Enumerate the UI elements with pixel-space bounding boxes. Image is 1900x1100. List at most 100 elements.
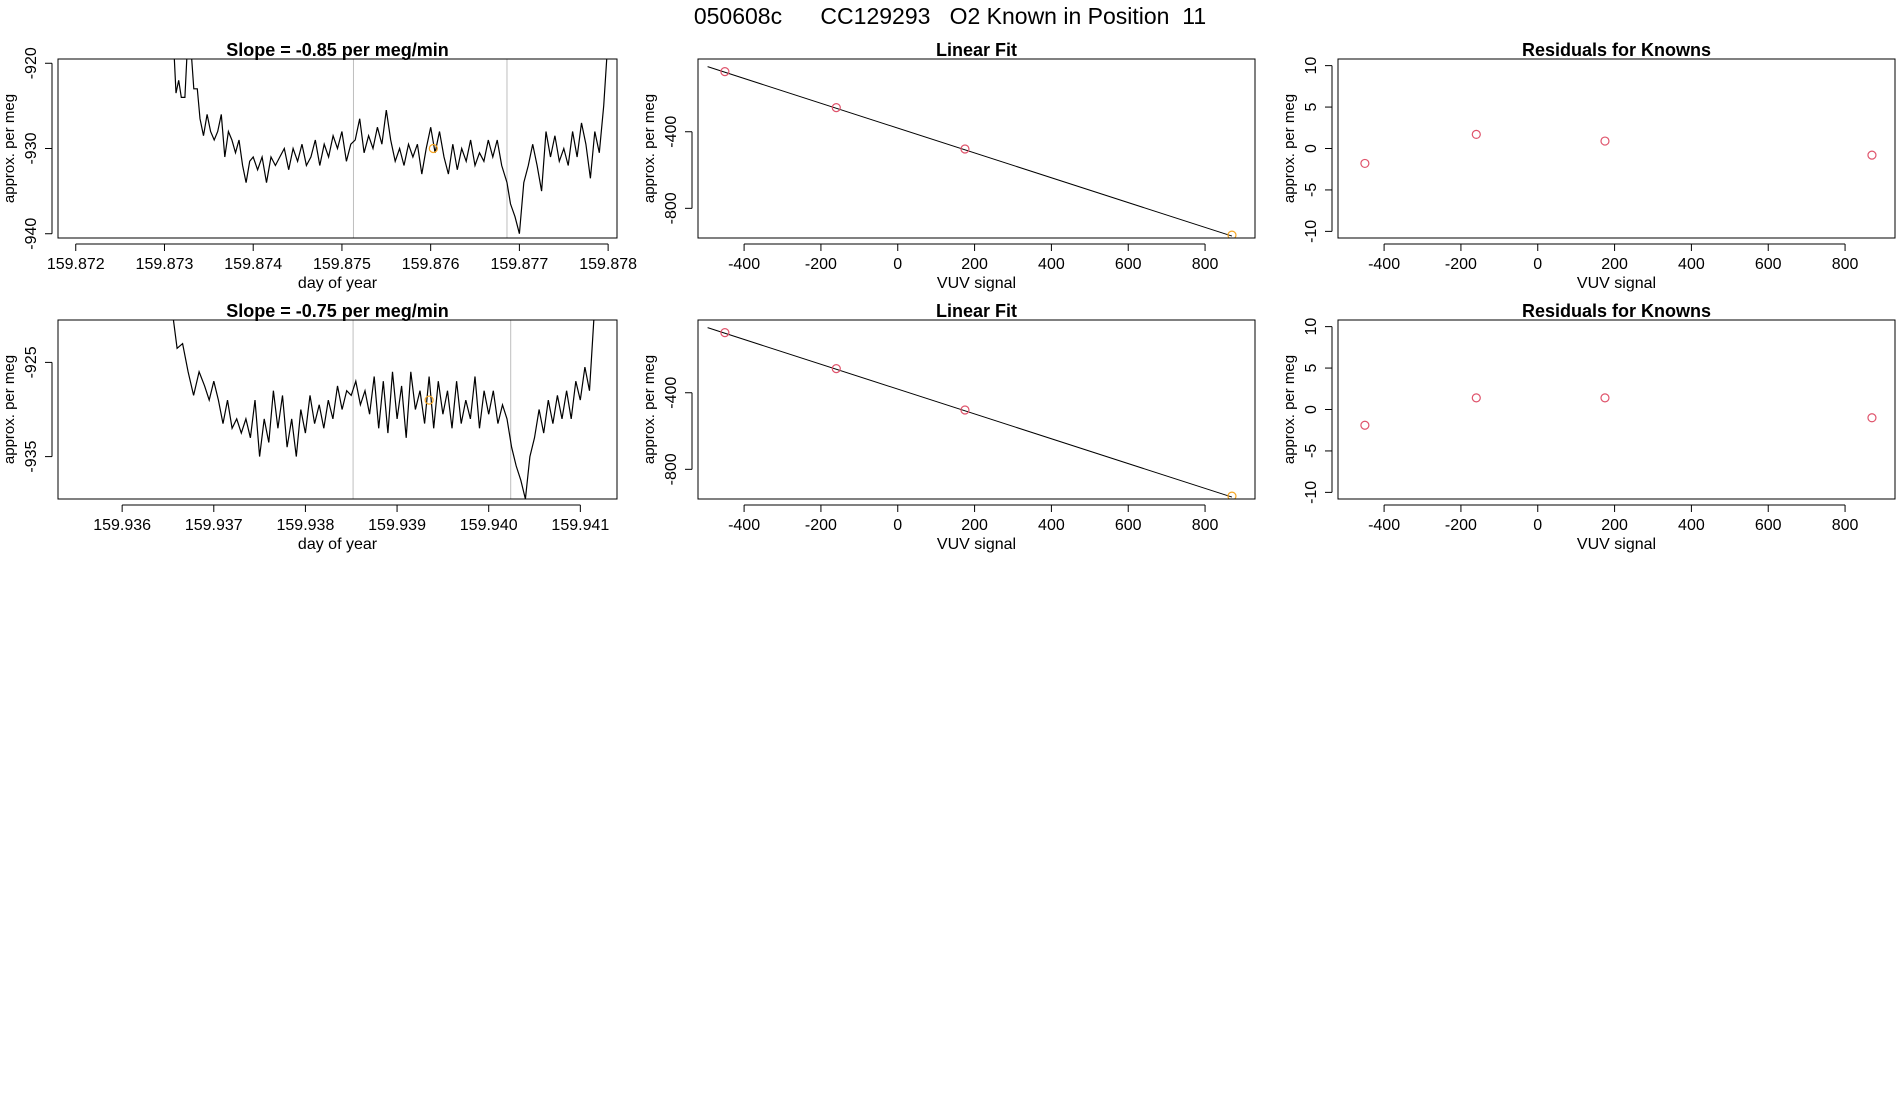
x-tick-label: 200 [961,517,988,534]
x-tick-label: 200 [1601,517,1628,534]
plot-frame [57,319,618,500]
chart-panel-1: Slope = -0.85 per meg/min 159.872 159.873 1… [1,40,637,292]
known-point [1600,136,1610,146]
chart-panel-2: Linear Fit -400 -200 0 200 400 600 800 VUV signa… [641,40,1256,292]
x-tick-label: 600 [1115,517,1142,534]
x-tick-label: 159.875 [313,256,371,273]
plot-frame [697,319,1256,500]
x-tick-label: 159.878 [579,256,637,273]
chart-panel-4: Slope = -0.75 per meg/min 159.936 159.937 1… [1,301,618,553]
y-tick-label: -940 [23,218,40,250]
x-tick-label: 159.937 [185,517,243,534]
known-point [960,144,970,154]
y-tick-label: -800 [663,192,680,224]
x-tick-label: 159.941 [551,517,609,534]
y-axis-label: approx. per meg [641,355,658,464]
x-tick-label: 600 [1115,256,1142,273]
chart-panel-3: Residuals for Knowns -400 -200 0 200 400 600 80… [1281,40,1896,292]
x-tick-label: 0 [893,517,902,534]
plot-frame [697,58,1256,239]
chart-panel-6: Residuals for Knowns -400 -200 0 200 400 600 80… [1281,301,1896,553]
x-axis-label: day of year [298,536,378,553]
plot-area [707,327,1237,499]
sample-point [424,395,434,405]
y-axis-label: approx. per meg [1281,355,1298,464]
y-axis-label: approx. per meg [1,355,18,464]
x-tick-label: -200 [805,517,837,534]
y-tick-label: -400 [663,377,680,409]
x-tick-label: 0 [1533,517,1542,534]
plot-frame [1337,58,1896,239]
chart-title: Linear Fit [936,301,1017,321]
known-point [831,103,841,113]
known-point [1471,393,1481,403]
x-axis-label: VUV signal [1577,275,1656,292]
x-tick-label: 159.873 [136,256,194,273]
x-axis-label: VUV signal [937,536,1016,553]
y-tick-label: 10 [1303,57,1320,75]
page-title: 050608c CC129293 O2 Known in Position 11 [693,3,1207,29]
y-tick-label: -935 [23,440,40,472]
x-tick-label: 400 [1678,517,1705,534]
known-point [720,67,730,77]
plot-area [172,320,595,499]
chart-title: Slope = -0.85 per meg/min [226,40,449,60]
x-tick-label: 159.874 [224,256,282,273]
known-point [960,405,970,415]
chart-title: Residuals for Knowns [1522,301,1711,321]
y-tick-label: 0 [1303,405,1320,414]
x-tick-label: 159.938 [277,517,335,534]
x-tick-label: 800 [1832,256,1859,273]
x-tick-label: -400 [1368,517,1400,534]
y-tick-label: 0 [1303,144,1320,153]
known-point [1471,129,1481,140]
x-tick-label: 159.872 [47,256,105,273]
x-tick-label: 600 [1755,517,1782,534]
y-tick-label: -400 [663,116,680,148]
sample-point [428,143,438,154]
x-tick-label: 400 [1038,256,1065,273]
sample-point [1227,491,1237,499]
x-tick-label: 0 [1533,256,1542,273]
x-tick-label: -200 [805,256,837,273]
x-tick-label: 159.936 [93,517,151,534]
known-point [1360,420,1370,430]
plot-area [707,66,1237,238]
x-tick-label: 200 [961,256,988,273]
y-tick-label: -920 [23,47,40,79]
y-tick-label: 5 [1303,103,1320,112]
y-tick-label: -10 [1303,220,1320,243]
sample-point [1227,230,1237,238]
x-axis-label: day of year [298,275,378,292]
x-tick-label: 400 [1038,517,1065,534]
chart-panel-5: Linear Fit -400 -200 0 200 400 600 800 VUV signa… [641,301,1256,553]
y-tick-label: 5 [1303,364,1320,373]
y-tick-label: -10 [1303,481,1320,504]
y-tick-label: -5 [1303,444,1320,458]
x-tick-label: 400 [1678,256,1705,273]
fit-line [707,327,1233,498]
x-tick-label: -200 [1445,517,1477,534]
chart-title: Residuals for Knowns [1522,40,1711,60]
y-tick-label: -925 [23,346,40,378]
series-line [172,320,595,499]
x-tick-label: 800 [1192,256,1219,273]
known-point [720,328,730,338]
chart-title: Slope = -0.75 per meg/min [226,301,449,321]
x-tick-label: 0 [893,256,902,273]
plot-area [1360,129,1877,169]
known-point [1867,150,1877,160]
known-point [1600,393,1610,403]
x-tick-label: -400 [728,517,760,534]
plot-frame [57,58,618,239]
y-tick-label: -5 [1303,183,1320,197]
y-axis-label: approx. per meg [1281,94,1298,203]
x-axis-label: VUV signal [937,275,1016,292]
x-axis-label: VUV signal [1577,536,1656,553]
y-axis-label: approx. per meg [641,94,658,203]
y-tick-label: -800 [663,453,680,485]
known-point [831,364,841,374]
series-line [173,59,608,234]
y-tick-label: -930 [23,132,40,164]
